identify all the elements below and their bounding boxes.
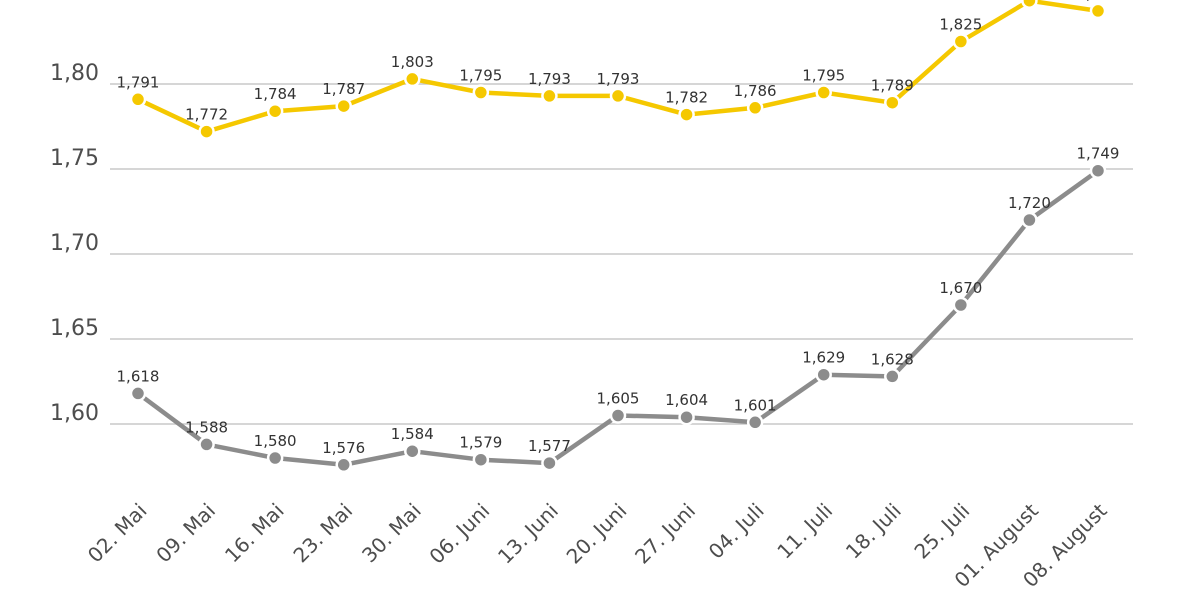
series-yellow-data-label: 1,825 bbox=[939, 16, 982, 34]
series-lines bbox=[129, 0, 1107, 474]
y-tick-label: 1,65 bbox=[50, 316, 99, 341]
series-gray-point bbox=[541, 454, 558, 472]
series-gray-data-label: 1,628 bbox=[871, 350, 914, 368]
series-gray-point bbox=[335, 456, 352, 474]
series-yellow-data-label: 1,787 bbox=[322, 80, 365, 98]
series-yellow-data-label: 1,789 bbox=[871, 77, 914, 95]
series-gray-data-label: 1,576 bbox=[322, 439, 365, 457]
series-gray-data-label: 1,580 bbox=[254, 432, 297, 450]
series-yellow-point bbox=[746, 99, 764, 117]
series-yellow-data-label: 1,782 bbox=[665, 89, 708, 107]
series-gray-data-label: 1,584 bbox=[391, 425, 434, 443]
series-yellow-data-label: 1,791 bbox=[117, 73, 160, 91]
y-tick-label: 1,70 bbox=[50, 231, 99, 256]
x-tick-label: 16. Mai bbox=[220, 499, 289, 568]
y-tick-label: 1,80 bbox=[50, 61, 99, 86]
series-gray-point bbox=[609, 407, 627, 424]
series-yellow-point bbox=[266, 102, 284, 120]
series-yellow-data-label: 1,772 bbox=[185, 106, 228, 124]
x-tick-label: 23. Mai bbox=[288, 499, 357, 568]
series-gray-data-label: 1,720 bbox=[1008, 194, 1051, 212]
series-yellow-data-label: 1,793 bbox=[597, 70, 640, 88]
y-axis-ticks: 1,60 1,65 1,70 1,75 1,80 bbox=[50, 61, 99, 426]
x-tick-label: 20. Juni bbox=[562, 499, 632, 569]
series-gray-point bbox=[472, 451, 490, 468]
series-yellow-point bbox=[952, 33, 970, 50]
x-tick-label: 25. Juli bbox=[909, 499, 974, 564]
x-tick-label: 18. Juli bbox=[841, 499, 906, 564]
series-yellow-point bbox=[404, 70, 421, 88]
x-tick-label: 13. Juni bbox=[493, 499, 563, 569]
y-tick-label: 1,75 bbox=[50, 146, 99, 171]
series-gray-point bbox=[1021, 211, 1038, 229]
x-tick-label: 06. Juni bbox=[424, 499, 494, 569]
series-yellow-point bbox=[129, 91, 147, 108]
series-gray-point bbox=[884, 368, 901, 385]
series-gray-point bbox=[1089, 162, 1107, 179]
series-yellow-point bbox=[541, 87, 558, 105]
series-gray-data-label: 1,629 bbox=[802, 349, 845, 367]
series-yellow-point bbox=[335, 97, 352, 115]
series-yellow-point bbox=[472, 84, 490, 101]
series-gray-data-label: 1,618 bbox=[117, 367, 160, 385]
x-tick-label: 02. Mai bbox=[83, 499, 152, 568]
series-gray-point bbox=[404, 442, 421, 460]
series-yellow-point bbox=[678, 106, 695, 123]
series-gray-data-label: 1,577 bbox=[528, 437, 571, 455]
x-tick-label: 11. Juli bbox=[772, 499, 837, 564]
series-yellow-data-label: 1,803 bbox=[391, 53, 434, 71]
series-gray-data-label: 1,605 bbox=[597, 390, 640, 408]
series-gray-data-label: 1,749 bbox=[1077, 145, 1120, 163]
series-gray-point bbox=[266, 449, 284, 467]
y-tick-label: 1,60 bbox=[50, 401, 99, 426]
series-gray-data-label: 1,604 bbox=[665, 391, 708, 409]
series-yellow-data-label: 1,786 bbox=[734, 82, 777, 100]
series-yellow-data-label: 1,843 bbox=[1077, 0, 1120, 3]
series-yellow-point bbox=[884, 94, 901, 111]
series-gray-point bbox=[815, 366, 832, 383]
series-yellow-point bbox=[198, 123, 215, 140]
series-gray-data-label: 1,601 bbox=[734, 396, 777, 414]
series-gray-point bbox=[746, 414, 764, 431]
series-yellow-data-label: 1,795 bbox=[459, 67, 502, 85]
series-yellow-point bbox=[1089, 2, 1107, 20]
series-yellow-data-label: 1,793 bbox=[528, 70, 571, 88]
x-tick-label: 30. Mai bbox=[357, 499, 426, 568]
series-yellow-data-label: 1,784 bbox=[254, 85, 297, 103]
series-yellow-point bbox=[1021, 0, 1038, 9]
series-gray-point bbox=[129, 385, 147, 402]
series-gray-data-label: 1,579 bbox=[459, 434, 502, 452]
series-yellow-data-label: 1,795 bbox=[802, 67, 845, 85]
series-gray-data-label: 1,670 bbox=[939, 279, 982, 297]
series-gray-point bbox=[678, 408, 695, 426]
series-yellow-point bbox=[815, 84, 832, 101]
data-labels: 1,791 1,772 1,784 1,787 1,803 1,795 1,793 1,793… bbox=[117, 0, 1120, 457]
x-tick-label: 04. Juli bbox=[704, 499, 769, 564]
series-gray-data-label: 1,588 bbox=[185, 418, 228, 436]
x-tick-label: 09. Mai bbox=[151, 499, 220, 568]
series-yellow-point bbox=[609, 87, 627, 105]
x-tick-label: 27. Juni bbox=[630, 499, 700, 569]
series-gray-point bbox=[198, 436, 215, 453]
gridlines bbox=[110, 83, 1133, 425]
series-gray-point bbox=[952, 296, 970, 314]
